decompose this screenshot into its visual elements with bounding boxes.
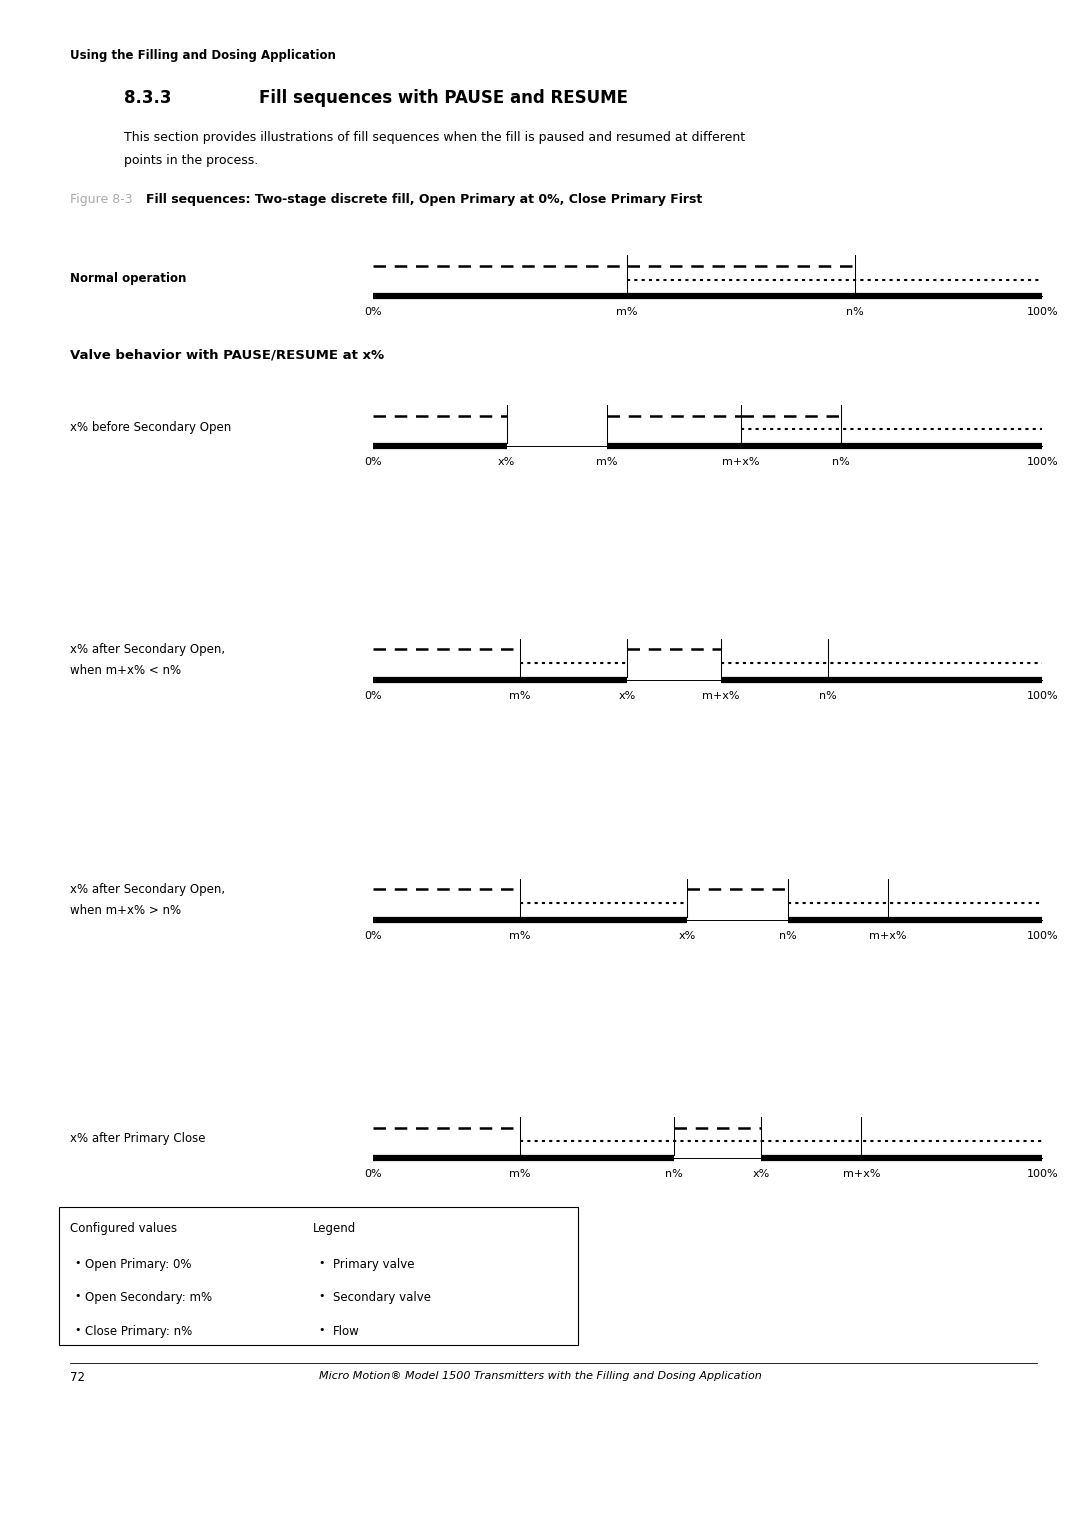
Text: Micro Motion® Model 1500 Transmitters with the Filling and Dosing Application: Micro Motion® Model 1500 Transmitters wi…	[319, 1371, 761, 1381]
Text: Primary valve: Primary valve	[333, 1258, 414, 1271]
Text: x% before Secondary Open: x% before Secondary Open	[70, 422, 231, 434]
Text: •: •	[319, 1291, 325, 1302]
Text: 8.3.3: 8.3.3	[124, 89, 172, 107]
Text: 100%: 100%	[1026, 691, 1058, 701]
Text: m+x%: m+x%	[723, 457, 759, 468]
Text: Normal operation: Normal operation	[70, 272, 187, 284]
Text: m%: m%	[509, 691, 530, 701]
Text: n%: n%	[665, 1169, 683, 1180]
Text: when m+x% > n%: when m+x% > n%	[70, 905, 181, 917]
Text: 72: 72	[70, 1371, 85, 1384]
Text: x%: x%	[498, 457, 515, 468]
Text: Figure 8-3: Figure 8-3	[70, 193, 133, 206]
Text: n%: n%	[833, 457, 850, 468]
Text: Using the Filling and Dosing Application: Using the Filling and Dosing Application	[70, 49, 336, 63]
Text: 100%: 100%	[1026, 1169, 1058, 1180]
Text: This section provides illustrations of fill sequences when the fill is paused an: This section provides illustrations of f…	[124, 131, 745, 145]
Text: m+x%: m+x%	[869, 931, 907, 941]
FancyBboxPatch shape	[59, 1207, 578, 1345]
Text: x%: x%	[678, 931, 696, 941]
Text: 0%: 0%	[364, 931, 381, 941]
Text: 100%: 100%	[1026, 307, 1058, 318]
Text: •: •	[319, 1258, 325, 1268]
Text: 0%: 0%	[364, 691, 381, 701]
Text: •: •	[75, 1325, 81, 1335]
Text: when m+x% < n%: when m+x% < n%	[70, 665, 181, 677]
Text: •: •	[75, 1258, 81, 1268]
Text: 0%: 0%	[364, 307, 381, 318]
Text: •: •	[75, 1291, 81, 1302]
Text: n%: n%	[779, 931, 797, 941]
Text: n%: n%	[846, 307, 864, 318]
Text: •: •	[319, 1325, 325, 1335]
Text: Fill sequences with PAUSE and RESUME: Fill sequences with PAUSE and RESUME	[259, 89, 629, 107]
Text: m%: m%	[509, 931, 530, 941]
Text: Fill sequences: Two-stage discrete fill, Open Primary at 0%, Close Primary First: Fill sequences: Two-stage discrete fill,…	[146, 193, 702, 206]
Text: points in the process.: points in the process.	[124, 154, 258, 168]
Text: Legend: Legend	[313, 1222, 356, 1236]
Text: Open Secondary: m%: Open Secondary: m%	[85, 1291, 213, 1305]
Text: x% after Secondary Open,: x% after Secondary Open,	[70, 883, 226, 895]
Text: Valve behavior with PAUSE/RESUME at x%: Valve behavior with PAUSE/RESUME at x%	[70, 348, 384, 362]
Text: m%: m%	[596, 457, 618, 468]
Text: 100%: 100%	[1026, 457, 1058, 468]
Text: Secondary valve: Secondary valve	[333, 1291, 431, 1305]
Text: 0%: 0%	[364, 457, 381, 468]
Text: m%: m%	[509, 1169, 530, 1180]
Text: 0%: 0%	[364, 1169, 381, 1180]
Text: Configured values: Configured values	[70, 1222, 177, 1236]
Text: m+x%: m+x%	[842, 1169, 880, 1180]
Text: m%: m%	[617, 307, 638, 318]
Text: Close Primary: n%: Close Primary: n%	[85, 1325, 192, 1339]
Text: m+x%: m+x%	[702, 691, 740, 701]
Text: n%: n%	[819, 691, 837, 701]
Text: Open Primary: 0%: Open Primary: 0%	[85, 1258, 192, 1271]
Text: x% after Secondary Open,: x% after Secondary Open,	[70, 643, 226, 656]
Text: x%: x%	[619, 691, 636, 701]
Text: 100%: 100%	[1026, 931, 1058, 941]
Text: x% after Primary Close: x% after Primary Close	[70, 1132, 205, 1144]
Text: Flow: Flow	[333, 1325, 360, 1339]
Text: x%: x%	[753, 1169, 770, 1180]
